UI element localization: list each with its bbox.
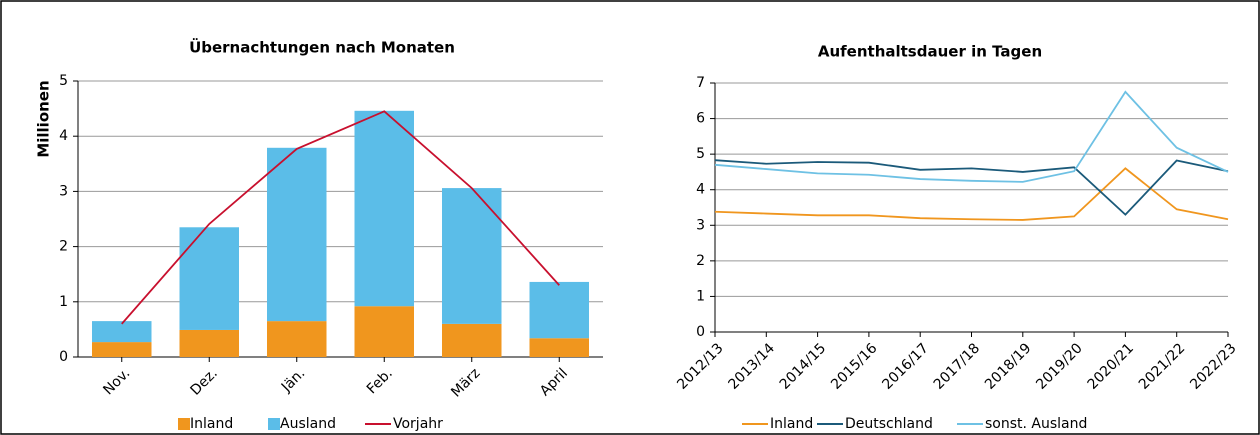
y-tick-label: 4 <box>696 182 705 198</box>
legend-label: Deutschland <box>845 416 933 432</box>
bar <box>442 323 502 357</box>
x-tick-label: 2021/22 <box>1136 340 1188 392</box>
bar <box>442 188 502 324</box>
y-tick-label: 7 <box>696 75 705 91</box>
x-tick-label: Nov. <box>100 365 133 398</box>
x-tick-label: April <box>537 365 571 399</box>
x-tick-label: 2016/17 <box>879 340 931 392</box>
x-tick-label: 2015/16 <box>828 340 881 393</box>
x-tick-label: Feb. <box>364 365 396 397</box>
bar <box>354 306 414 357</box>
y-tick-label: 1 <box>696 288 705 304</box>
line-series <box>121 110 560 325</box>
x-tick-label: 2014/15 <box>777 340 829 392</box>
y-tick-label: 2 <box>59 239 68 255</box>
y-tick-label: 5 <box>696 146 705 162</box>
x-tick-label: 2013/14 <box>726 340 779 393</box>
x-tick-label: 2018/19 <box>982 340 1034 392</box>
chart-title: Übernachtungen nach Monaten <box>189 38 455 57</box>
y-tick-label: 0 <box>59 349 68 365</box>
x-tick-label: 2020/21 <box>1085 340 1137 392</box>
bar <box>529 338 589 357</box>
y-tick-label: 0 <box>696 324 705 340</box>
y-tick-label: 3 <box>59 183 68 199</box>
x-tick-label: 2017/18 <box>931 340 983 392</box>
bar <box>92 321 152 343</box>
x-tick-label: 2022/23 <box>1187 340 1239 392</box>
legend-label: Inland <box>770 416 813 432</box>
y-tick-label: 6 <box>696 111 705 127</box>
bar <box>529 281 589 339</box>
x-tick-label: Jän. <box>278 365 308 395</box>
bar <box>267 147 327 322</box>
x-tick-label: 2012/13 <box>674 340 726 392</box>
bar <box>179 227 239 330</box>
line-series <box>714 167 1229 221</box>
chart-title: Aufenthaltsdauer in Tagen <box>818 43 1042 61</box>
y-tick-label: 5 <box>59 73 68 89</box>
bar <box>354 110 414 307</box>
bar <box>92 342 152 357</box>
line-series <box>714 90 1229 183</box>
y-axis-label: Millionen <box>35 80 53 157</box>
y-tick-label: 2 <box>696 253 705 269</box>
legend-label: sonst. Ausland <box>985 416 1087 432</box>
line-series <box>714 159 1229 216</box>
legend-swatch <box>268 418 280 430</box>
legend-label: Inland <box>190 416 233 432</box>
bar <box>179 329 239 357</box>
legend-label: Vorjahr <box>393 416 443 432</box>
bar <box>267 321 327 357</box>
legend-swatch <box>178 418 190 430</box>
y-tick-label: 4 <box>59 128 68 144</box>
y-tick-label: 1 <box>59 294 68 310</box>
x-tick-label: März <box>448 365 483 400</box>
x-tick-label: Dez. <box>188 365 221 398</box>
y-tick-label: 3 <box>696 217 705 233</box>
legend-label: Ausland <box>280 416 336 432</box>
x-tick-label: 2019/20 <box>1033 340 1085 392</box>
